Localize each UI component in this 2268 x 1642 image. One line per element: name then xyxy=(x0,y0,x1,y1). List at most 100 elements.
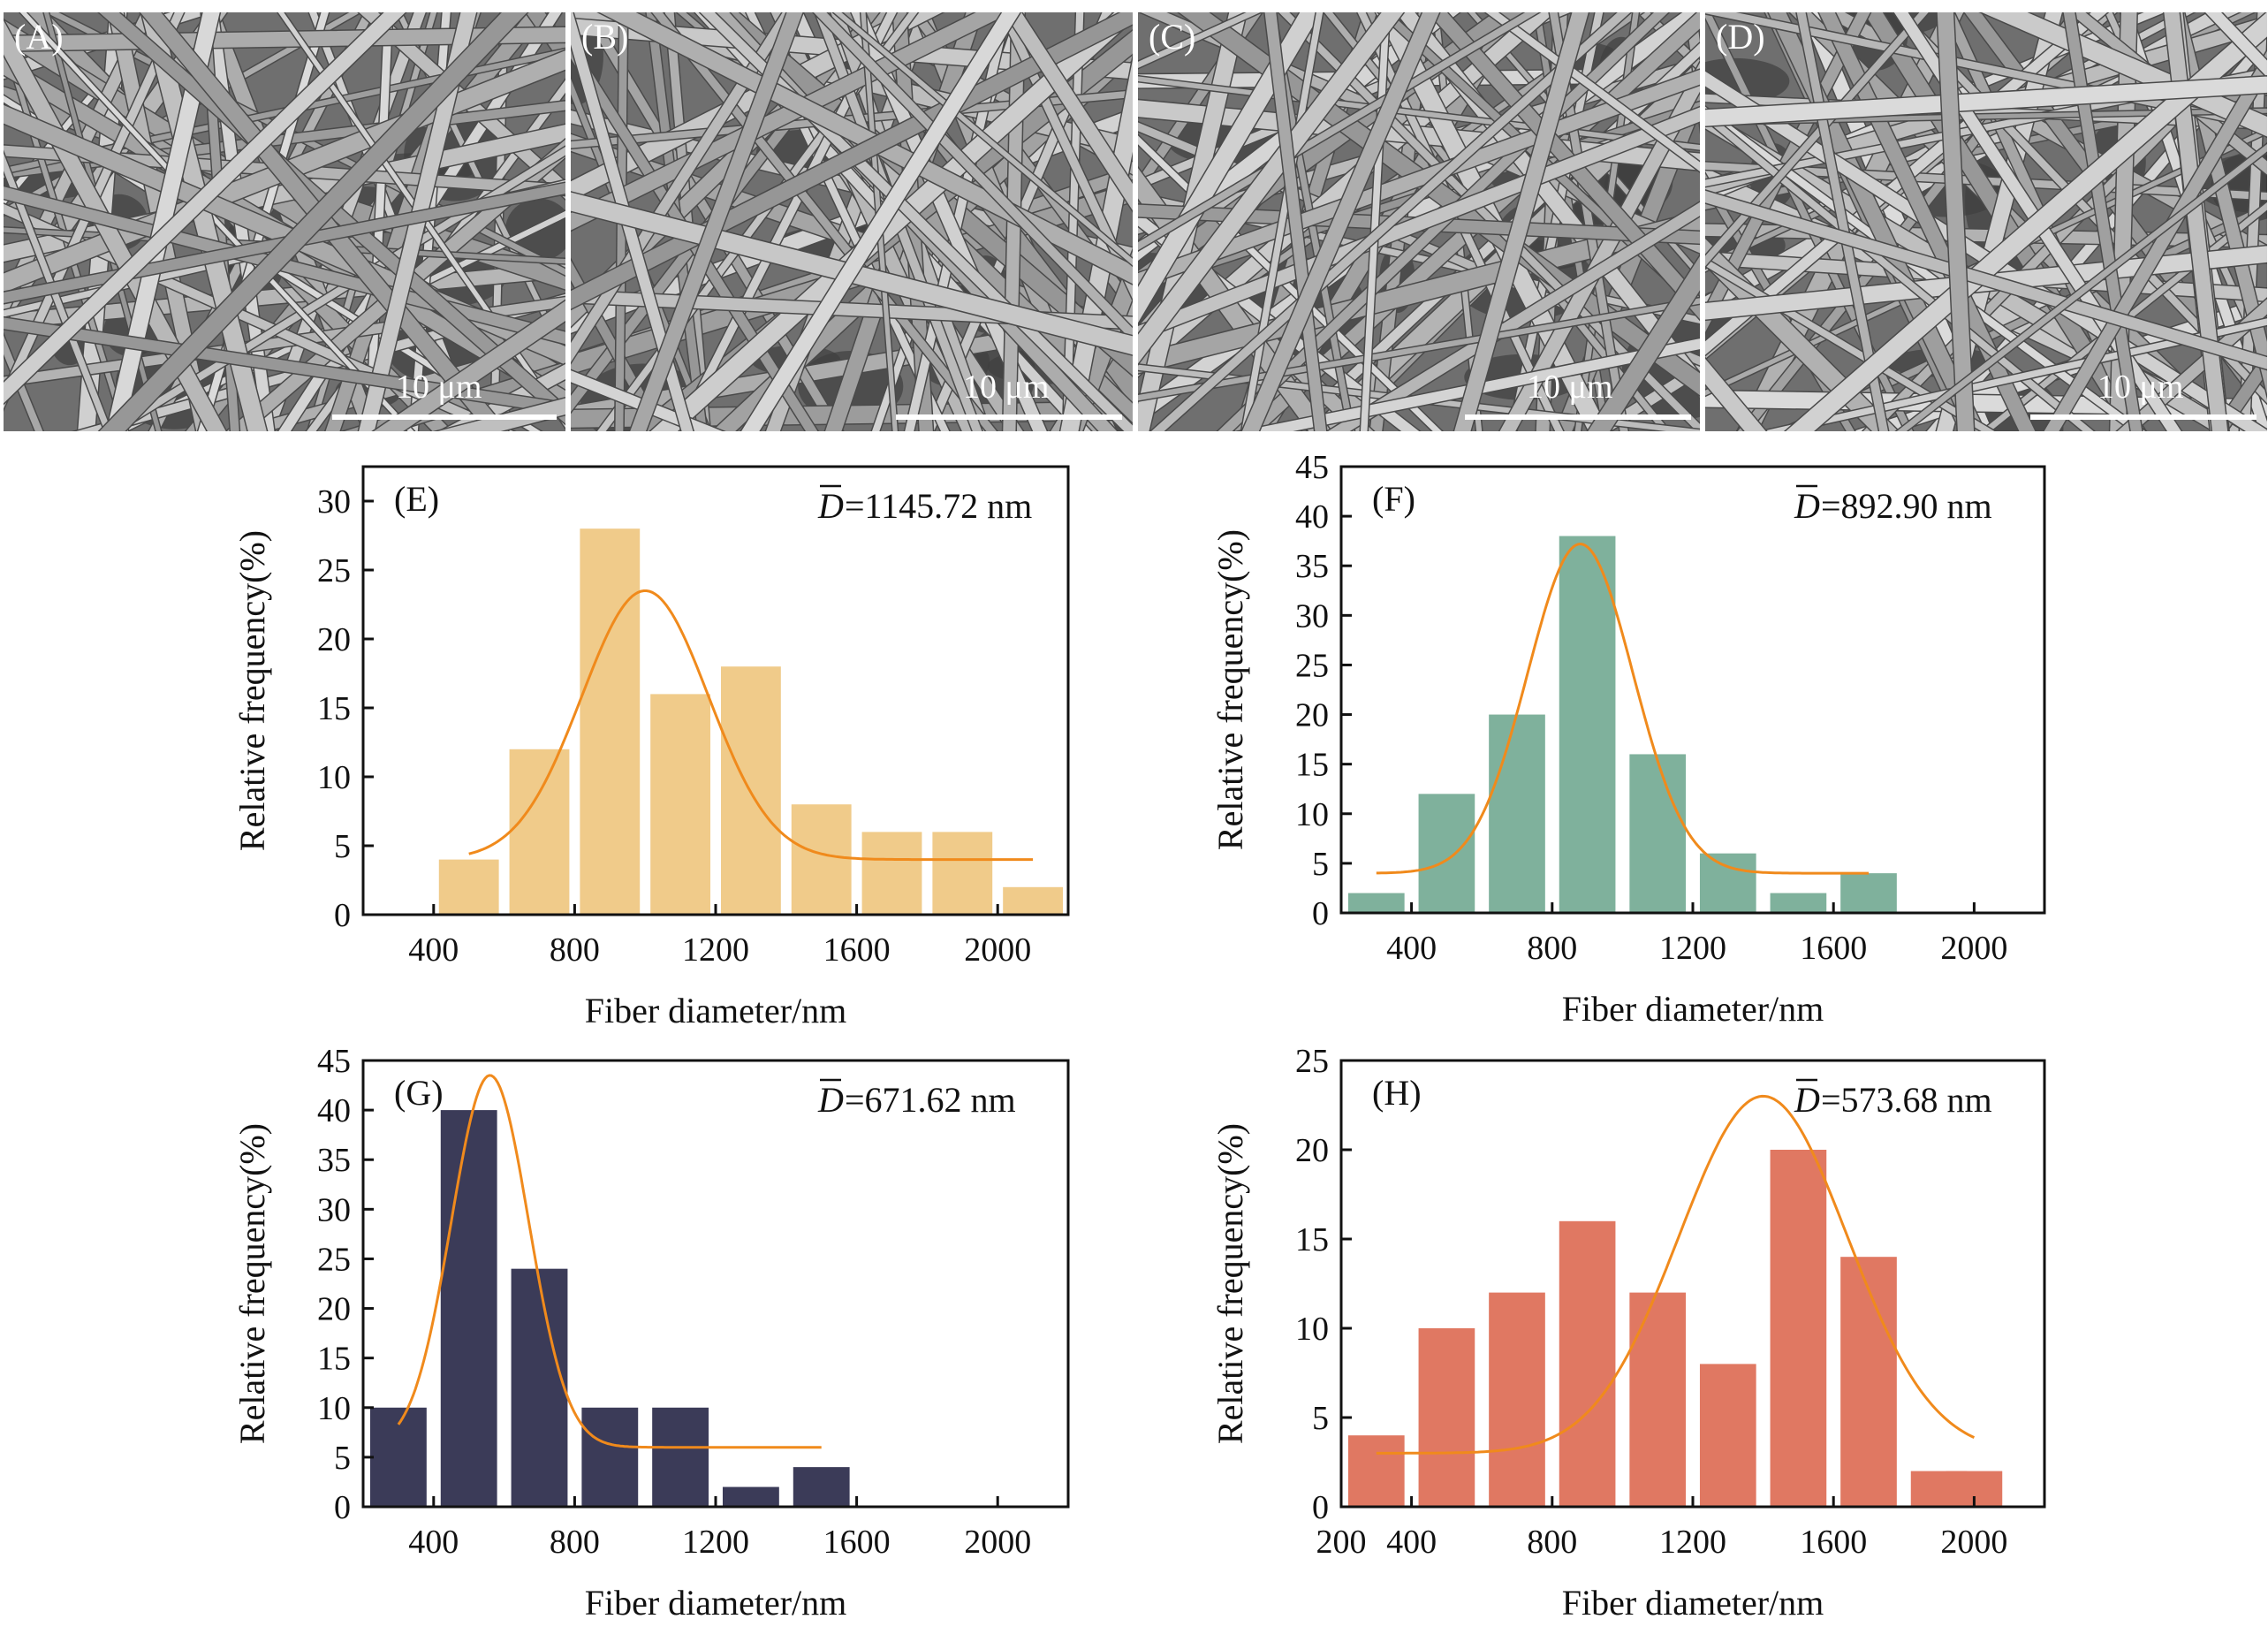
bar-f-6 xyxy=(1770,893,1827,913)
ytick-label-g-4: 20 xyxy=(317,1291,351,1328)
mean-symbol-h: D xyxy=(1794,1080,1820,1120)
ytick-label-g-8: 40 xyxy=(317,1092,351,1129)
ytick-label-h-3: 15 xyxy=(1295,1221,1329,1258)
sem-fiber xyxy=(1705,76,2267,126)
bar-g-2 xyxy=(511,1268,568,1507)
sem-fiber xyxy=(813,12,1133,342)
bar-g-3 xyxy=(581,1407,639,1507)
sem-fiber xyxy=(630,12,803,431)
yaxis-label-f: Relative frequency(%) xyxy=(1210,529,1250,850)
sem-fiber xyxy=(1705,358,1766,431)
sem-fiber xyxy=(1234,12,1377,431)
sem-fiber xyxy=(1357,12,1564,431)
sem-panel-c: (C) 10 μm xyxy=(1138,12,1700,431)
ytick-label-e-6: 30 xyxy=(317,483,351,521)
xtick-label-e-0: 400 xyxy=(408,931,459,969)
bar-e-1 xyxy=(509,749,570,915)
xtick-label-e-2: 1200 xyxy=(682,931,749,969)
ytick-label-g-9: 45 xyxy=(317,1043,351,1080)
sem-fiber xyxy=(646,12,707,431)
chart-h: 0 5 10 15 20 25 200 400 800 1200 1600 2000 Fiber dia… xyxy=(1210,1043,2046,1623)
sem-fiber xyxy=(1138,12,1247,431)
ytick-label-f-3: 15 xyxy=(1295,747,1329,784)
sem-fiber xyxy=(373,300,565,431)
sem-fiber xyxy=(2110,12,2137,431)
panel-label-a: (A) xyxy=(14,17,64,57)
sem-fiber xyxy=(307,12,437,431)
ytick-label-f-7: 35 xyxy=(1295,548,1329,585)
sem-fiber xyxy=(437,398,565,431)
sem-fiber xyxy=(1307,59,1700,431)
yaxis-label-e: Relative frequency(%) xyxy=(232,530,272,851)
sem-fiber xyxy=(1360,12,1390,431)
sem-fiber xyxy=(1378,12,1700,313)
sem-panel-b: (B) 10 μm xyxy=(571,12,1133,431)
sem-fiber xyxy=(1818,12,2036,431)
ytick-label-h-4: 20 xyxy=(1295,1132,1329,1169)
ytick-label-f-9: 45 xyxy=(1295,449,1329,486)
xtick-label-h-1: 400 xyxy=(1386,1524,1437,1561)
sem-fiber xyxy=(1151,12,1631,431)
mean-symbol-g: D xyxy=(817,1080,844,1120)
sem-fiber xyxy=(4,12,361,216)
bar-h-2 xyxy=(1489,1292,1545,1507)
ytick-label-h-0: 0 xyxy=(1312,1489,1329,1526)
sem-fibers-c xyxy=(1138,12,1700,431)
sem-fiber xyxy=(1138,100,1700,171)
ytick-label-g-6: 30 xyxy=(317,1191,351,1228)
sem-fiber xyxy=(4,153,112,431)
bar-e-6 xyxy=(861,832,922,915)
sem-fiber xyxy=(1499,62,1700,431)
sem-fiber xyxy=(106,12,220,431)
sem-fiber xyxy=(571,370,723,431)
ytick-label-g-5: 25 xyxy=(317,1241,351,1278)
panel-label-d: (D) xyxy=(1716,17,1765,57)
ytick-label-e-5: 25 xyxy=(317,552,351,589)
sem-fiber xyxy=(1705,239,1899,431)
sem-fiber xyxy=(359,12,565,200)
sem-fiber xyxy=(2205,12,2267,78)
bar-h-7 xyxy=(1840,1257,1897,1507)
xaxis-label-h: Fiber diameter/nm xyxy=(1562,1583,1824,1623)
sem-fibers-d xyxy=(1705,12,2267,431)
sem-panel-d: (D) 10 μm xyxy=(1705,12,2267,431)
scale-text-b: 10 μm xyxy=(963,369,1050,406)
bar-h-1 xyxy=(1418,1328,1475,1507)
ytick-label-h-5: 25 xyxy=(1295,1043,1329,1080)
bar-e-3 xyxy=(650,694,711,915)
sem-fibers-b xyxy=(571,12,1133,431)
ytick-label-f-5: 25 xyxy=(1295,647,1329,684)
sem-fiber xyxy=(675,12,897,431)
sem-fiber xyxy=(2171,12,2267,395)
sem-fiber xyxy=(277,12,565,428)
ytick-label-h-2: 10 xyxy=(1295,1311,1329,1348)
sem-fiber xyxy=(4,104,565,365)
sem-fiber xyxy=(1705,190,2267,369)
bar-h-4 xyxy=(1629,1292,1687,1507)
sem-fiber xyxy=(615,12,628,431)
sem-fiber xyxy=(1268,12,1354,431)
sem-fiber xyxy=(1705,110,2094,431)
bar-f-1 xyxy=(1418,794,1475,913)
fit-curve-g xyxy=(397,1074,822,1449)
sem-fiber xyxy=(571,90,1133,148)
sem-fiber xyxy=(4,335,43,431)
xtick-label-f-4: 2000 xyxy=(1940,930,2007,967)
scale-text-d: 10 μm xyxy=(2097,369,2184,406)
bar-f-5 xyxy=(1699,853,1756,913)
bar-f-4 xyxy=(1629,754,1687,913)
sem-fiber xyxy=(1004,12,1133,211)
mean-value-h: =573.68 nm xyxy=(1821,1080,1992,1120)
bar-e-2 xyxy=(580,528,641,915)
ytick-label-f-0: 0 xyxy=(1312,895,1329,932)
bar-e-5 xyxy=(791,804,852,915)
scale-text-a: 10 μm xyxy=(396,369,482,406)
sem-fiber xyxy=(2044,50,2267,431)
xtick-label-h-2: 800 xyxy=(1527,1524,1577,1561)
bar-g-6 xyxy=(793,1467,850,1507)
xaxis-label-f: Fiber diameter/nm xyxy=(1562,989,1824,1029)
sem-fiber xyxy=(1705,12,1914,431)
sem-fiber xyxy=(1138,364,1700,431)
sem-fiber xyxy=(1588,255,1700,431)
